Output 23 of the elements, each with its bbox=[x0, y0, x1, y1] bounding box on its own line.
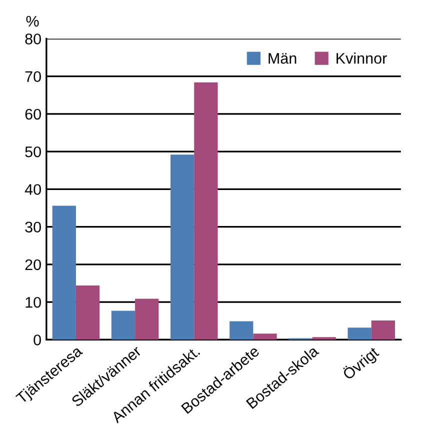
legend-label: Män bbox=[268, 53, 296, 64]
bar bbox=[312, 337, 336, 340]
y-tick-label: 70 bbox=[25, 71, 41, 82]
y-tick-label: 60 bbox=[25, 108, 41, 120]
bar bbox=[348, 328, 372, 340]
y-tick-label: 30 bbox=[25, 222, 41, 233]
bar bbox=[52, 206, 76, 340]
bar bbox=[230, 321, 254, 340]
bar bbox=[253, 334, 277, 340]
bar bbox=[194, 82, 218, 340]
bar bbox=[111, 310, 136, 340]
bar bbox=[76, 286, 100, 340]
bar bbox=[170, 154, 194, 340]
y-axis-title: % bbox=[26, 16, 39, 27]
y-tick-label: 80 bbox=[25, 34, 41, 44]
bar bbox=[135, 298, 159, 340]
y-tick-label: 50 bbox=[25, 146, 41, 158]
y-tick-label: 40 bbox=[24, 184, 41, 195]
legend-label: Kvinnor bbox=[336, 52, 387, 64]
y-tick-label: 0 bbox=[34, 334, 41, 346]
y-tick-label: 10 bbox=[26, 296, 41, 308]
bar bbox=[371, 320, 395, 340]
y-tick-label: 20 bbox=[25, 259, 41, 270]
